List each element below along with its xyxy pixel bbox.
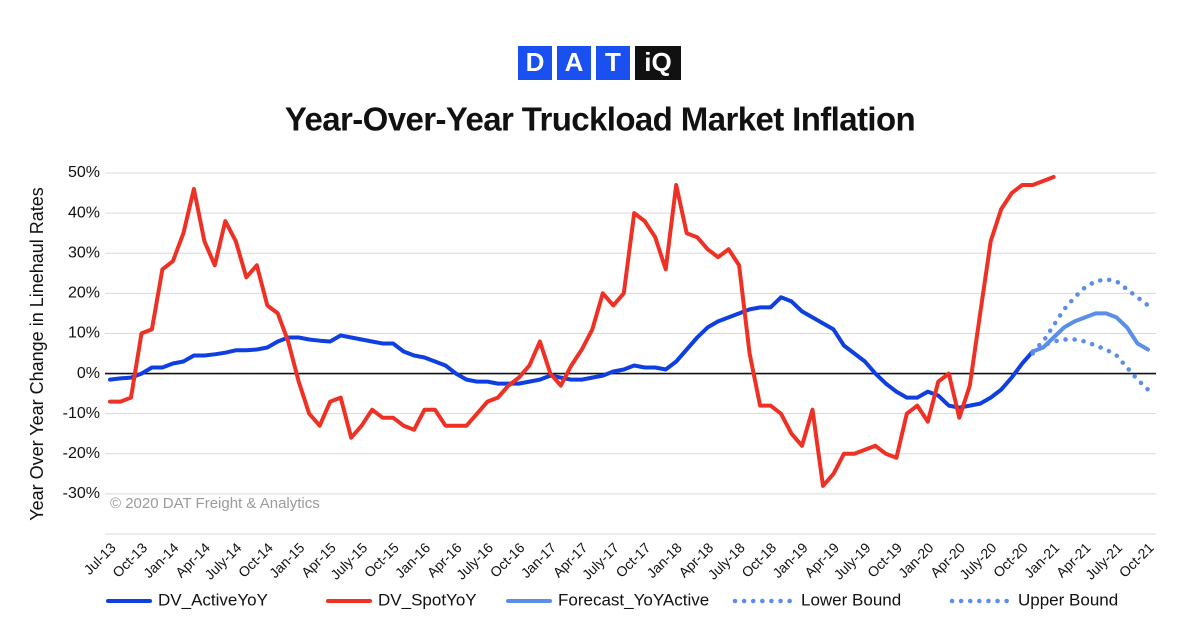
x-tick-label: Jan-18 <box>643 539 685 581</box>
legend-label: DV_SpotYoY <box>378 590 477 609</box>
x-tick-label: Oct-21 <box>1116 539 1157 580</box>
series-line <box>108 295 1035 410</box>
y-tick-label: 0% <box>77 365 100 382</box>
x-tick-label: Jan-14 <box>140 539 182 581</box>
logo-letter: iQ <box>644 47 671 77</box>
y-axis-label: Year Over Year Change in Linehaul Rates <box>27 187 47 521</box>
series-line <box>108 175 1056 488</box>
y-tick-label: 40% <box>68 204 100 221</box>
series-line <box>1030 311 1150 354</box>
y-tick-label: 10% <box>68 325 100 342</box>
logo-letter: A <box>565 47 584 77</box>
legend-label: Forecast_YoYActive <box>558 590 709 609</box>
y-tick-label: 50% <box>68 164 100 181</box>
legend-label: DV_ActiveYoY <box>158 590 268 609</box>
y-tick-label: -10% <box>63 405 100 422</box>
logo-box <box>596 46 630 80</box>
y-tick-label: -20% <box>63 445 100 462</box>
x-tick-label: Jan-16 <box>392 539 434 581</box>
copyright: © 2020 DAT Freight & Analytics <box>110 495 320 512</box>
logo-letter: D <box>526 47 545 77</box>
logo-box <box>635 46 681 80</box>
x-tick-label: Jan-20 <box>895 539 937 581</box>
logo-box <box>518 46 552 80</box>
logo-box <box>557 46 591 80</box>
logo-letter: T <box>605 47 621 77</box>
chart-title: Year-Over-Year Truckload Market Inflatio… <box>285 101 915 138</box>
y-tick-label: 20% <box>68 285 100 302</box>
y-tick-label: -30% <box>63 485 100 502</box>
x-tick-label: Jan-21 <box>1021 539 1063 581</box>
legend-label: Lower Bound <box>801 590 901 609</box>
x-tick-label: Jan-15 <box>266 539 308 581</box>
x-tick-label: Jan-17 <box>518 539 560 581</box>
legend-label: Upper Bound <box>1018 590 1118 609</box>
x-tick-label: Jan-19 <box>769 539 811 581</box>
series-line <box>1030 277 1151 354</box>
series-line <box>1030 337 1151 392</box>
y-tick-label: 30% <box>68 244 100 261</box>
